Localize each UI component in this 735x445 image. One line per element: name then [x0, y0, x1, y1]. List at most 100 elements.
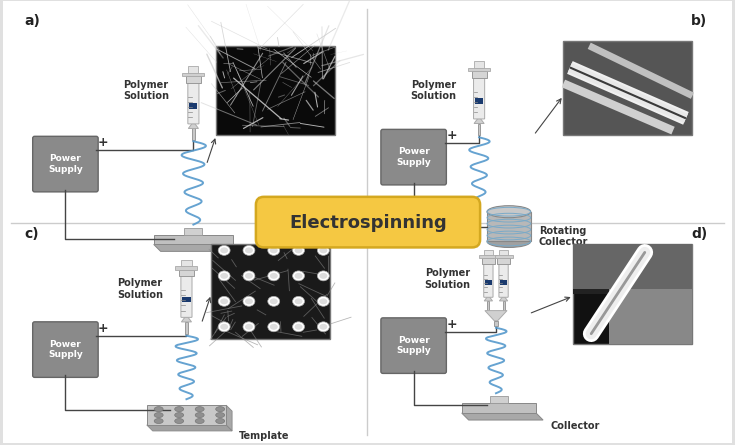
Ellipse shape — [218, 271, 230, 281]
Ellipse shape — [220, 273, 228, 279]
Bar — [179, 270, 194, 276]
Ellipse shape — [245, 247, 253, 253]
Bar — [462, 403, 536, 413]
Ellipse shape — [270, 298, 278, 304]
Ellipse shape — [154, 419, 163, 424]
Text: −: − — [389, 176, 399, 189]
Ellipse shape — [295, 298, 303, 304]
Ellipse shape — [320, 298, 327, 304]
Ellipse shape — [243, 246, 255, 255]
Polygon shape — [484, 297, 492, 301]
Ellipse shape — [215, 419, 225, 424]
Bar — [479, 255, 498, 258]
Polygon shape — [485, 311, 507, 321]
Text: Power
Supply: Power Supply — [48, 340, 83, 359]
Bar — [494, 321, 498, 326]
Ellipse shape — [245, 298, 253, 304]
Text: Polymer
Solution: Polymer Solution — [410, 80, 456, 101]
Text: Polymer
Solution: Polymer Solution — [123, 80, 169, 101]
Bar — [501, 280, 506, 285]
Text: Power
Supply: Power Supply — [396, 147, 431, 167]
Bar — [503, 301, 505, 311]
Ellipse shape — [295, 324, 303, 330]
Ellipse shape — [318, 246, 329, 255]
Polygon shape — [188, 123, 198, 129]
Text: −: − — [40, 183, 51, 196]
Ellipse shape — [487, 235, 531, 247]
FancyBboxPatch shape — [484, 262, 493, 297]
Bar — [182, 297, 190, 302]
Bar — [573, 244, 692, 344]
Ellipse shape — [268, 246, 280, 255]
FancyBboxPatch shape — [256, 197, 480, 247]
Ellipse shape — [295, 247, 303, 253]
Ellipse shape — [268, 296, 280, 306]
Text: Rotating
Collector: Rotating Collector — [539, 226, 588, 247]
Ellipse shape — [196, 407, 204, 412]
Polygon shape — [499, 297, 508, 301]
Polygon shape — [154, 244, 240, 251]
Ellipse shape — [245, 273, 253, 279]
FancyBboxPatch shape — [32, 136, 98, 192]
Text: −: − — [389, 364, 399, 377]
Ellipse shape — [293, 322, 304, 332]
Ellipse shape — [293, 296, 304, 306]
Ellipse shape — [487, 206, 531, 218]
Text: −: − — [40, 368, 51, 381]
Bar — [495, 255, 512, 258]
Bar — [184, 227, 202, 235]
Bar — [564, 41, 692, 135]
Bar — [176, 266, 198, 270]
Bar — [474, 61, 484, 68]
Bar — [182, 259, 192, 266]
FancyBboxPatch shape — [499, 262, 508, 297]
Ellipse shape — [295, 273, 303, 279]
Ellipse shape — [270, 324, 278, 330]
Text: Collector: Collector — [551, 421, 600, 431]
Bar — [185, 322, 187, 334]
Bar — [186, 76, 201, 83]
Ellipse shape — [220, 324, 228, 330]
Ellipse shape — [154, 413, 163, 417]
Bar — [485, 280, 492, 285]
Text: Collector: Collector — [243, 251, 293, 260]
Text: c): c) — [25, 227, 40, 241]
Polygon shape — [462, 413, 543, 420]
Ellipse shape — [175, 407, 184, 412]
Ellipse shape — [318, 296, 329, 306]
Ellipse shape — [154, 407, 163, 412]
Polygon shape — [182, 317, 192, 322]
Bar — [147, 405, 226, 425]
Bar — [499, 250, 508, 255]
Polygon shape — [474, 118, 484, 124]
Text: Power
Supply: Power Supply — [48, 154, 83, 174]
Ellipse shape — [243, 296, 255, 306]
Ellipse shape — [320, 324, 327, 330]
Bar — [490, 396, 508, 403]
Text: +: + — [446, 129, 457, 142]
Bar — [487, 212, 531, 242]
Ellipse shape — [268, 322, 280, 332]
Text: a): a) — [25, 14, 40, 28]
Bar — [211, 244, 330, 339]
FancyBboxPatch shape — [188, 81, 199, 124]
Bar — [498, 258, 510, 263]
Bar — [154, 235, 233, 244]
Bar — [190, 103, 198, 109]
Ellipse shape — [175, 413, 184, 417]
Polygon shape — [147, 425, 232, 431]
Bar — [484, 250, 492, 255]
Bar — [609, 244, 692, 344]
Ellipse shape — [243, 271, 255, 281]
Bar — [573, 244, 692, 289]
Bar — [468, 68, 490, 71]
Ellipse shape — [270, 247, 278, 253]
Bar — [475, 98, 483, 104]
Ellipse shape — [218, 246, 230, 255]
FancyBboxPatch shape — [181, 274, 192, 317]
Bar — [478, 124, 481, 135]
Text: +: + — [446, 318, 457, 331]
FancyBboxPatch shape — [32, 322, 98, 377]
Bar — [182, 73, 204, 76]
Ellipse shape — [318, 322, 329, 332]
